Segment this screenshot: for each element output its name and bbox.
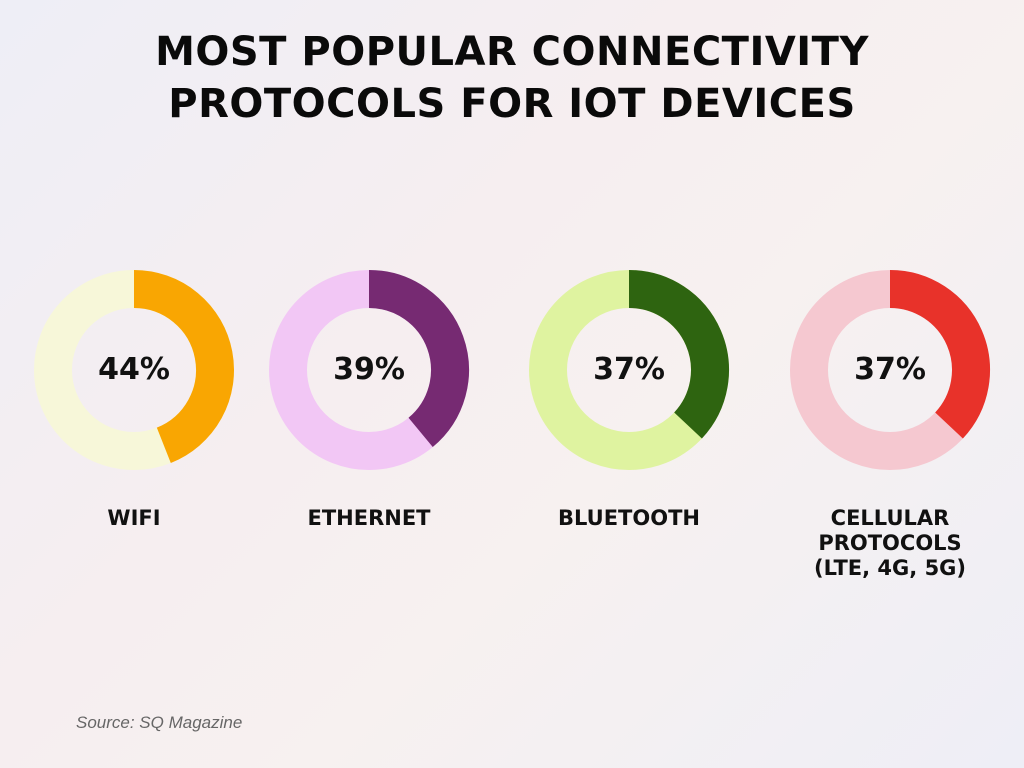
donut-category-label: WIFI	[24, 506, 244, 531]
chart-title-line-1: MOST POPULAR CONNECTIVITY	[155, 29, 869, 75]
donut-0	[34, 270, 234, 470]
category-label-line: ETHERNET	[307, 506, 431, 530]
donut-percent-label: 37%	[854, 352, 926, 387]
donut-percent-label: 37%	[593, 352, 665, 387]
donut-3	[790, 270, 990, 470]
category-label-line: BLUETOOTH	[558, 506, 700, 530]
donut-value-arc	[628, 270, 729, 439]
donut-category-label: CELLULAR PROTOCOLS (LTE, 4G, 5G)	[780, 506, 1000, 581]
source-note: Source: SQ Magazine	[76, 713, 243, 732]
category-label-line: (LTE, 4G, 5G)	[813, 556, 967, 580]
chart-title-line-2: PROTOCOLS FOR IOT DEVICES	[168, 81, 856, 127]
donut-value-arc	[133, 270, 234, 463]
category-label-line: PROTOCOLS	[818, 531, 962, 555]
donut-percent-label: 44%	[98, 352, 170, 387]
donut-2	[529, 270, 729, 470]
category-label-line: CELLULAR	[830, 506, 950, 530]
donut-category-label: ETHERNET	[259, 506, 479, 531]
category-label-line: WIFI	[107, 506, 161, 530]
chart-title: MOST POPULAR CONNECTIVITY PROTOCOLS FOR …	[0, 26, 1024, 130]
donut-percent-label: 39%	[333, 352, 405, 387]
donut-category-label: BLUETOOTH	[519, 506, 739, 531]
donut-1	[269, 270, 469, 470]
donut-value-arc	[368, 270, 469, 448]
donut-value-arc	[889, 270, 990, 439]
